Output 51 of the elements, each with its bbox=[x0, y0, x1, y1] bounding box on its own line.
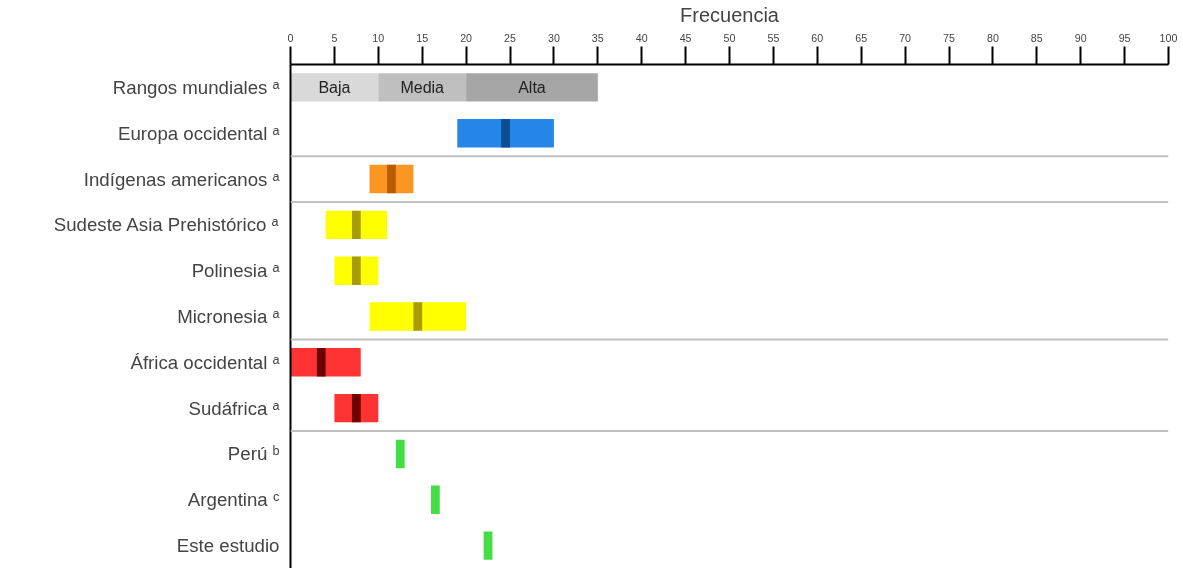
bar bbox=[457, 119, 554, 148]
y-tick-label: Este estudio bbox=[176, 535, 280, 557]
series-label: Alta bbox=[518, 78, 546, 96]
x-tick-label: 75 bbox=[943, 31, 955, 44]
bar bbox=[387, 164, 396, 194]
y-tick-label: Argentina ᶜ bbox=[187, 489, 280, 511]
x-axis-title: Frecuencia bbox=[680, 3, 780, 26]
series-label: Baja bbox=[318, 78, 351, 96]
x-tick-label: 80 bbox=[986, 31, 999, 44]
x-tick-label: 90 bbox=[1074, 31, 1087, 44]
bar bbox=[466, 73, 598, 102]
x-tick-label: 65 bbox=[855, 31, 868, 44]
x-tick-label: 100 bbox=[1159, 31, 1178, 44]
y-tick-label: Polinesia ᵃ bbox=[191, 260, 281, 282]
x-tick-label: 15 bbox=[416, 31, 429, 44]
x-tick-label: 5 bbox=[331, 31, 338, 44]
bar bbox=[483, 531, 493, 560]
bar bbox=[351, 256, 361, 285]
x-tick-label: 55 bbox=[767, 31, 780, 44]
x-tick-label: 35 bbox=[591, 31, 604, 44]
bar bbox=[413, 302, 423, 331]
y-tick-label: Europa occidental ᵃ bbox=[118, 122, 281, 144]
y-tick-label: Perú ᵇ bbox=[227, 443, 280, 465]
x-tick-label: 85 bbox=[1030, 31, 1043, 44]
x-tick-label: 20 bbox=[460, 31, 473, 44]
bar bbox=[316, 348, 326, 377]
x-tick-label: 25 bbox=[504, 31, 516, 44]
bar bbox=[290, 73, 379, 102]
y-tick-label: Rangos mundiales ᵃ bbox=[112, 76, 281, 98]
y-tick-label: Indígenas americanos ᵃ bbox=[83, 168, 281, 190]
x-tick-label: 40 bbox=[635, 31, 648, 44]
x-tick-label: 45 bbox=[679, 31, 692, 44]
bar bbox=[351, 210, 361, 240]
y-tick-label: Sudáfrica ᵃ bbox=[188, 397, 281, 419]
bar bbox=[501, 119, 510, 148]
y-tick-label: Sudeste Asia Prehistórico ᵃ bbox=[53, 214, 280, 236]
x-tick-label: 50 bbox=[723, 31, 736, 44]
bar bbox=[369, 302, 467, 331]
bar bbox=[430, 485, 440, 514]
x-tick-label: 70 bbox=[899, 31, 912, 44]
y-tick-label: Micronesia ᵃ bbox=[177, 306, 281, 327]
bar bbox=[395, 439, 405, 469]
x-tick-label: 30 bbox=[547, 31, 560, 44]
x-tick-label: 0 bbox=[287, 31, 294, 44]
series-label: Media bbox=[400, 78, 445, 96]
bar bbox=[378, 73, 467, 102]
x-tick-label: 60 bbox=[811, 31, 824, 44]
x-tick-label: 95 bbox=[1118, 31, 1131, 44]
x-tick-label: 10 bbox=[372, 31, 385, 44]
y-tick-label: África occidental ᵃ bbox=[130, 351, 281, 373]
bar bbox=[351, 393, 361, 423]
